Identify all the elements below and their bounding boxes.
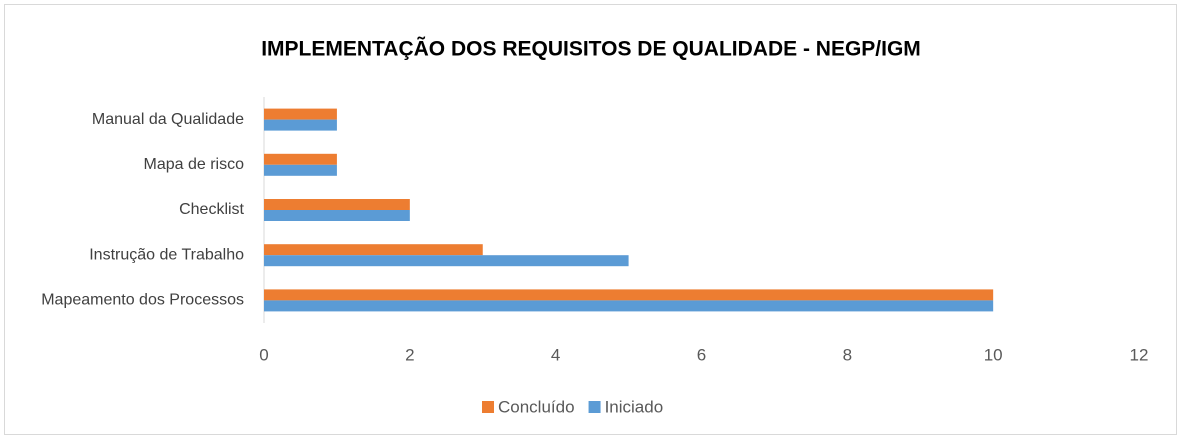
bar [264,300,994,312]
bar [264,199,410,210]
bar [264,108,337,120]
x-tick-label: 4 [551,345,560,364]
y-tick-label: Mapa de risco [144,156,245,173]
bar [264,244,483,256]
chart-border [4,4,1177,435]
bar [264,153,337,165]
legend-label: Iniciado [605,397,664,416]
bar [264,119,337,131]
x-tick-label: 2 [405,345,414,364]
bar [264,164,337,176]
bar [264,289,994,301]
chart-title: IMPLEMENTAÇÃO DOS REQUISITOS DE QUALIDAD… [261,38,921,61]
x-tick-label: 0 [259,345,268,364]
y-tick-label: Checklist [179,201,244,218]
bar [264,210,410,221]
bar [264,255,629,267]
legend-swatch [588,401,601,413]
x-tick-label: 6 [697,345,706,364]
x-tick-label: 12 [1130,345,1149,364]
y-tick-label: Mapeamento dos Processos [41,292,244,309]
legend-label: Concluído [498,397,575,416]
x-tick-label: 10 [984,345,1003,364]
legend-swatch [482,401,494,413]
y-tick-label: Instrução de Trabalho [89,246,244,263]
y-tick-label: Manual da Qualidade [92,111,244,128]
x-tick-label: 8 [843,345,852,364]
